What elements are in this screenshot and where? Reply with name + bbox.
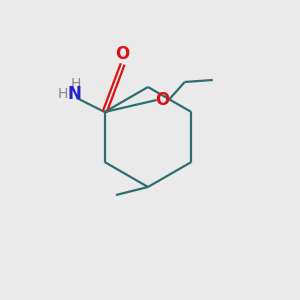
Text: O: O <box>156 91 170 109</box>
Text: O: O <box>116 45 130 63</box>
Text: H: H <box>58 87 68 101</box>
Text: H: H <box>70 77 81 91</box>
Text: N: N <box>68 85 82 103</box>
